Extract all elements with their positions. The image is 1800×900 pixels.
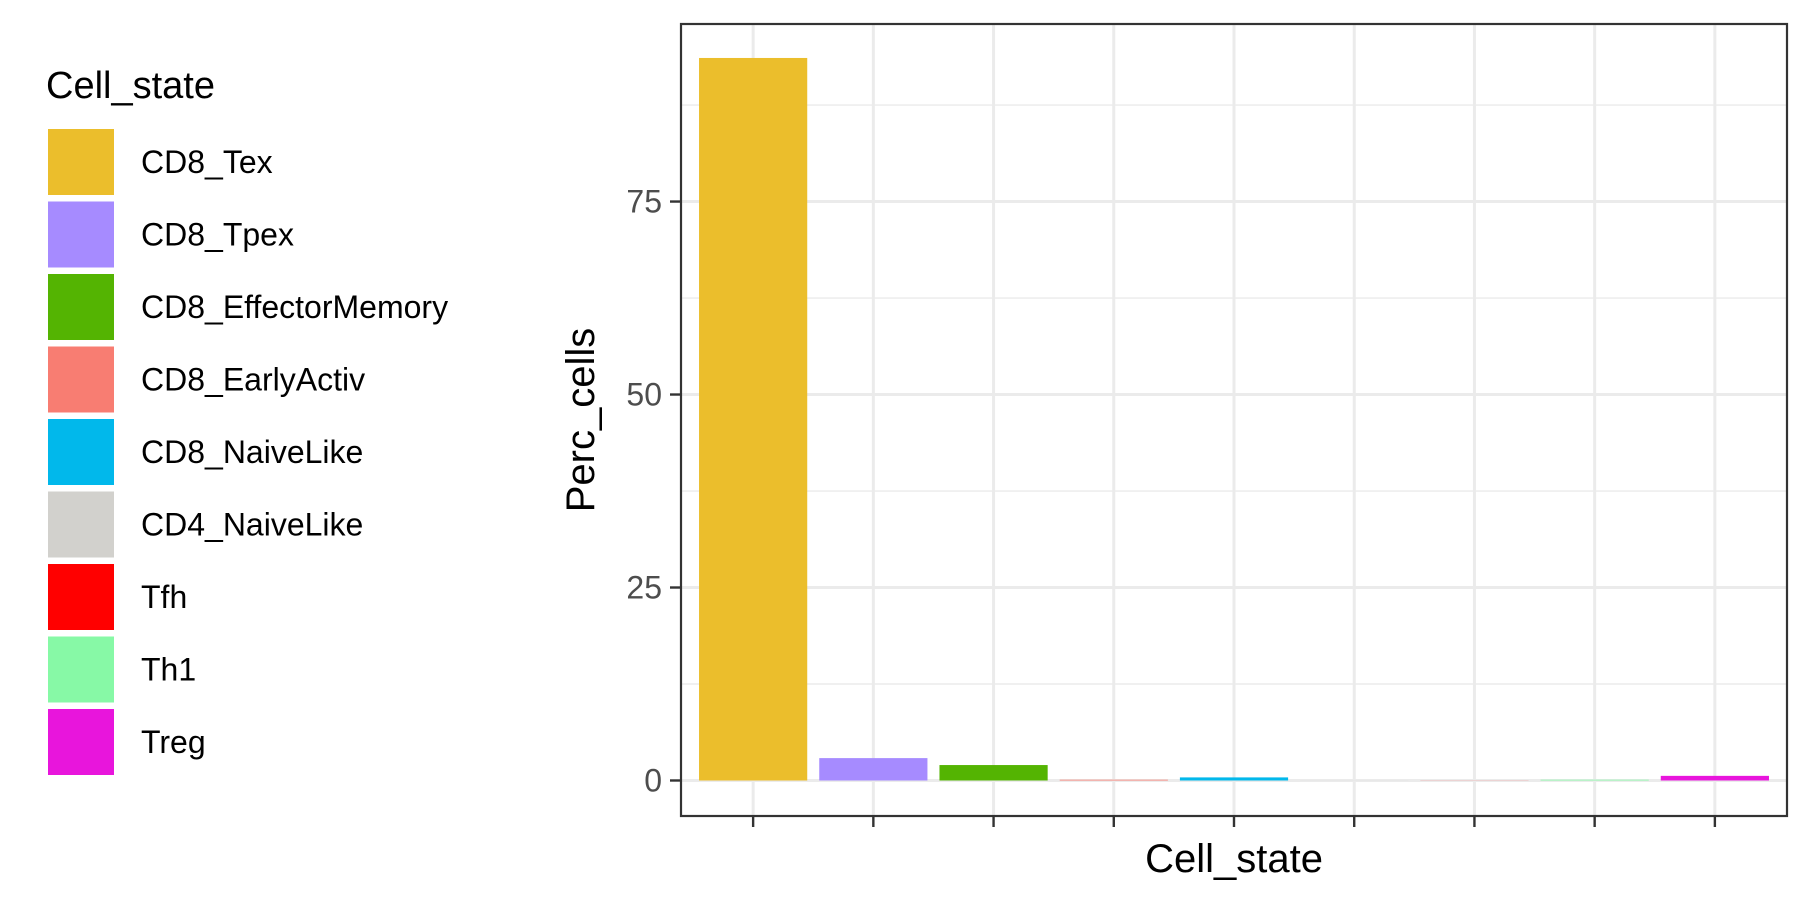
- bar-treg: [1660, 775, 1769, 781]
- legend-key-cd4-naivelike: [48, 491, 114, 558]
- legend-label-treg: Treg: [141, 724, 206, 760]
- y-axis: 0 25 50 75: [626, 184, 681, 798]
- legend-label-cd8-tex: CD8_Tex: [141, 144, 273, 180]
- y-tick-label: 50: [626, 377, 662, 413]
- bar-cd8-earlyactiv: [1059, 779, 1168, 781]
- x-axis-title: Cell_state: [1145, 837, 1323, 881]
- legend-label-cd4-naivelike: CD4_NaiveLike: [141, 507, 363, 543]
- y-tick-label: 0: [644, 762, 662, 798]
- legend-label-cd8-earlyactiv: CD8_EarlyActiv: [141, 362, 365, 398]
- bar-cd8-naivelike: [1179, 777, 1289, 781]
- legend-key-cd8-earlyactiv: [48, 346, 114, 413]
- legend-title: Cell_state: [46, 65, 215, 107]
- y-tick-label: 75: [626, 184, 662, 220]
- legend-key-cd8-tpex: [48, 201, 114, 268]
- legend-key-cd8-effectormemory: [48, 274, 114, 340]
- legend-label-th1: Th1: [141, 652, 196, 688]
- legend-label-cd8-effectormemory: CD8_EffectorMemory: [141, 289, 448, 325]
- legend-label-cd8-tpex: CD8_Tpex: [141, 217, 294, 253]
- legend-key-th1: [48, 636, 114, 703]
- legend: Cell_state CD8_Tex CD8_Tpex CD8_EffectorMe…: [46, 65, 448, 775]
- plot-area: [679, 22, 1789, 818]
- y-tick-label: 25: [626, 570, 662, 606]
- legend-key-cd8-naivelike: [48, 419, 114, 485]
- bar-th1: [1540, 779, 1649, 781]
- legend-label-cd8-naivelike: CD8_NaiveLike: [141, 434, 363, 470]
- legend-key-tfh: [48, 564, 114, 630]
- bar-cd8-tex: [699, 57, 808, 781]
- y-axis-title: Perc_cells: [559, 328, 603, 513]
- legend-key-treg: [48, 709, 114, 775]
- legend-key-cd8-tex: [48, 129, 114, 195]
- bar-cd8-tpex: [819, 758, 928, 781]
- legend-label-tfh: Tfh: [141, 579, 187, 615]
- bar-cd8-effectormemory: [939, 765, 1048, 781]
- x-axis: [751, 816, 1717, 827]
